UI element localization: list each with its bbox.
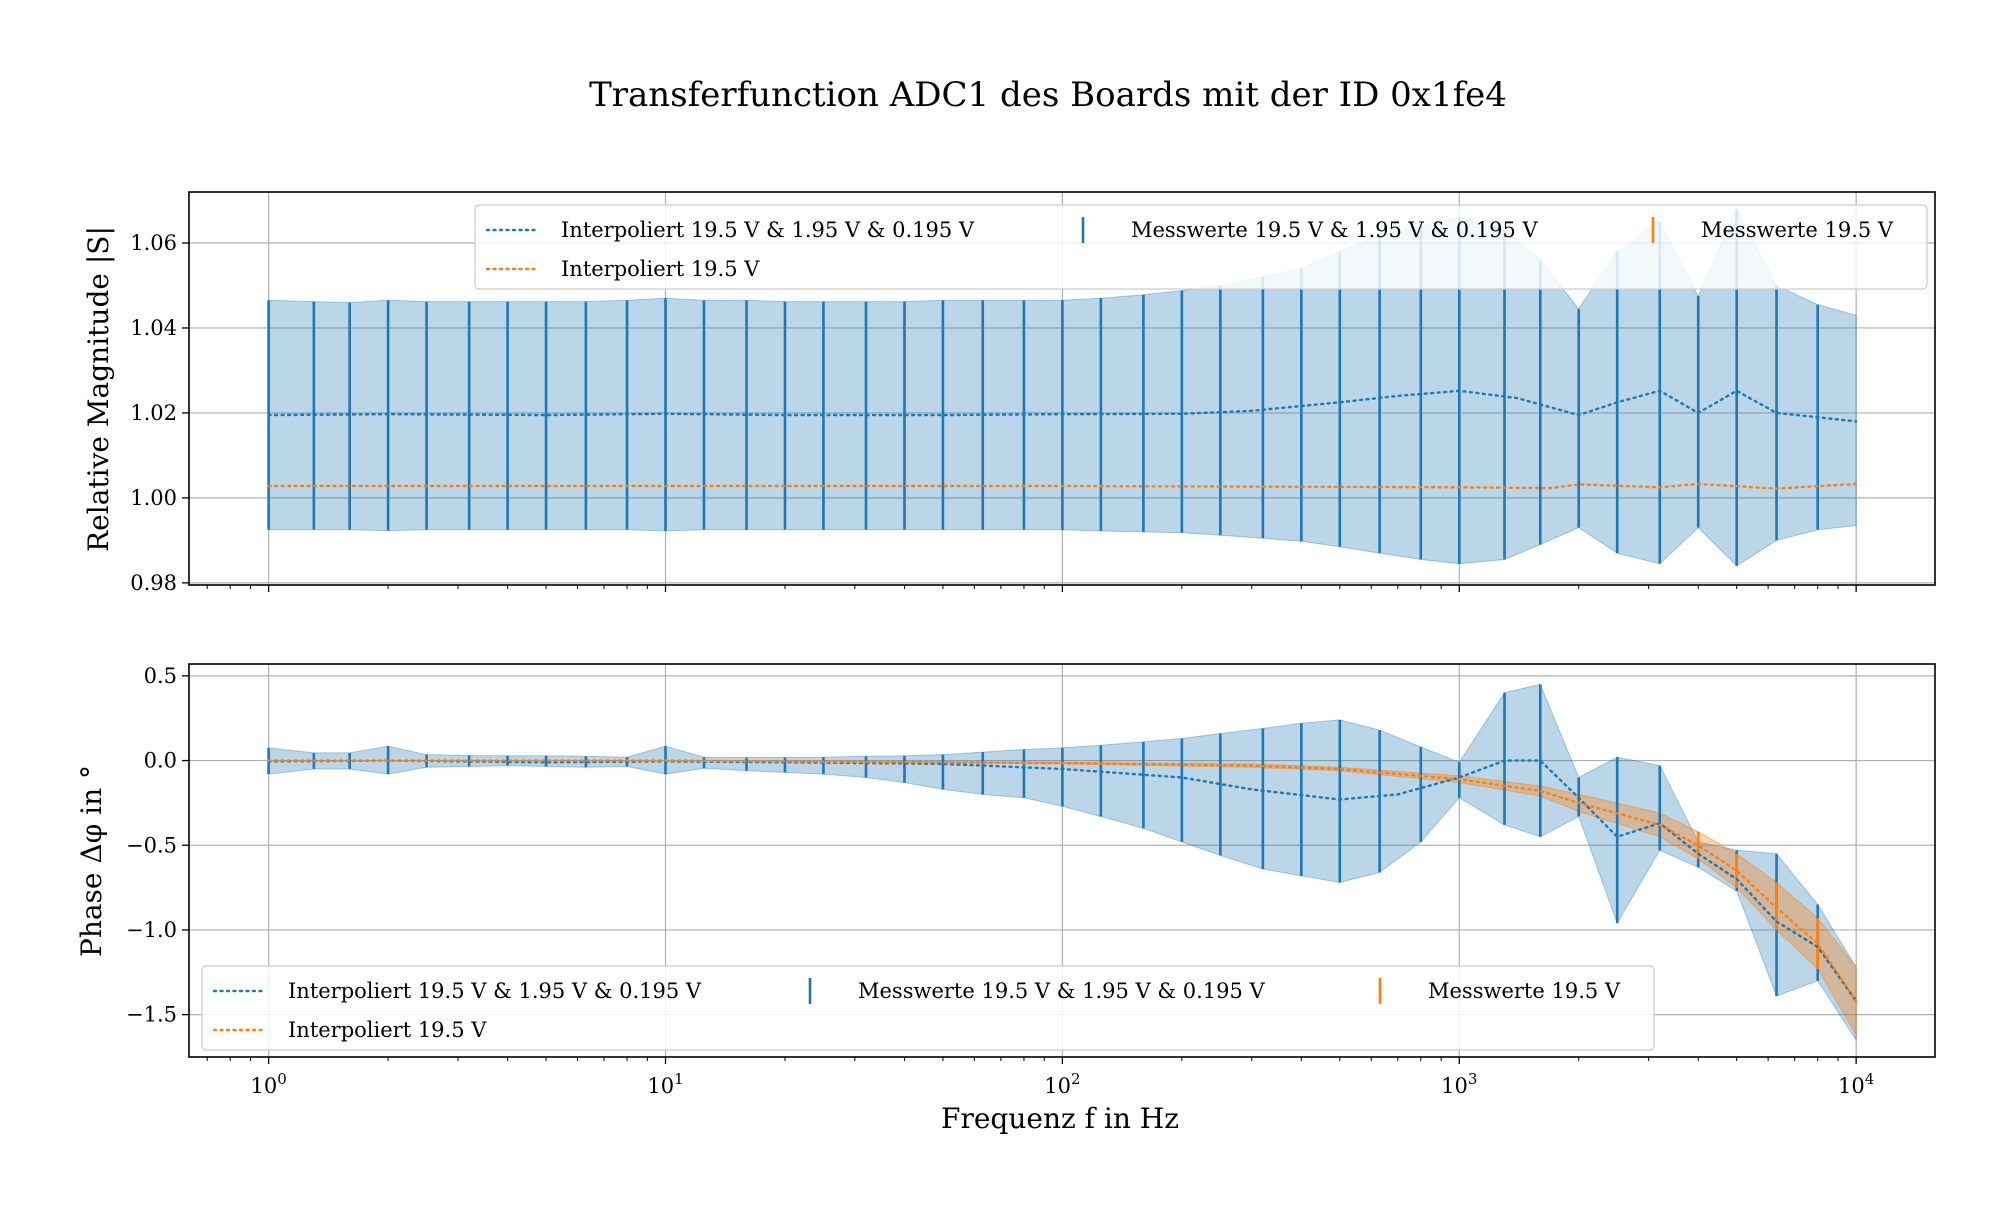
magnitude-panel: 0.98 1.00 1.02 1.04 1.06 Relative Magnitude …	[82, 191, 1936, 595]
x-tick-label: 102	[1044, 1070, 1080, 1098]
legend-blue-bars-label: Messwerte 19.5 V & 1.95 V & 0.195 V	[1131, 218, 1539, 242]
magnitude-errorbars	[267, 208, 1819, 566]
phase-ylabel: Phase Δφ in °	[75, 765, 108, 957]
magnitude-lines	[267, 389, 1858, 490]
y-tick-label: 1.04	[130, 316, 177, 340]
y-tick-label: 0.5	[144, 664, 177, 688]
phase-xlabel: Frequenz f in Hz	[941, 1102, 1179, 1135]
legend-blue-line-label: Interpoliert 19.5 V & 1.95 V & 0.195 V	[561, 218, 975, 242]
y-tick-label: 1.02	[130, 401, 177, 425]
orange-interpolation-line	[267, 482, 1858, 490]
legend-orange-line-label: Interpoliert 19.5 V	[288, 1018, 487, 1042]
legend-blue-bars-label: Messwerte 19.5 V & 1.95 V & 0.195 V	[858, 979, 1266, 1003]
y-tick-label: 1.00	[130, 486, 177, 510]
blue-interpolation-line	[267, 389, 1858, 423]
orange-interpolation-line	[267, 759, 1858, 1003]
legend-orange-line-label: Interpoliert 19.5 V	[561, 257, 760, 281]
phase-legend: Interpoliert 19.5 V & 1.95 V & 0.195 V In…	[201, 965, 1655, 1051]
y-tick-label: −0.5	[126, 833, 177, 857]
figure-title: Transferfunction ADC1 des Boards mit der…	[589, 75, 1507, 115]
x-tick-label: 104	[1838, 1070, 1874, 1098]
phase-panel: 100 101 102 103 104 0.5 0.0 −0.5 −1.0 −1.5 Phase …	[75, 663, 1936, 1135]
magnitude-legend: Interpoliert 19.5 V & 1.95 V & 0.195 V In…	[474, 204, 1928, 290]
x-tick-label: 103	[1441, 1070, 1477, 1098]
y-tick-label: 0.0	[144, 749, 177, 773]
legend-box	[201, 965, 1655, 1051]
y-tick-label: −1.0	[126, 918, 177, 942]
legend-box	[474, 204, 1928, 290]
y-tick-label: −1.5	[126, 1003, 177, 1027]
magnitude-ticks: 0.98 1.00 1.02 1.04 1.06	[130, 231, 1857, 595]
phase-ticks: 100 101 102 103 104 0.5 0.0 −0.5 −1.0 −1.5	[126, 664, 1874, 1098]
magnitude-ylabel: Relative Magnitude |S|	[82, 226, 115, 552]
legend-orange-bars-label: Messwerte 19.5 V	[1701, 218, 1894, 242]
y-tick-label: 0.98	[130, 571, 177, 595]
legend-blue-line-label: Interpoliert 19.5 V & 1.95 V & 0.195 V	[288, 979, 702, 1003]
x-tick-label: 100	[250, 1070, 286, 1098]
legend-orange-bars-label: Messwerte 19.5 V	[1428, 979, 1621, 1003]
phase-errorbars	[267, 684, 1819, 997]
phase-lines	[267, 759, 1858, 1003]
x-tick-label: 101	[647, 1070, 683, 1098]
y-tick-label: 1.06	[130, 231, 177, 255]
